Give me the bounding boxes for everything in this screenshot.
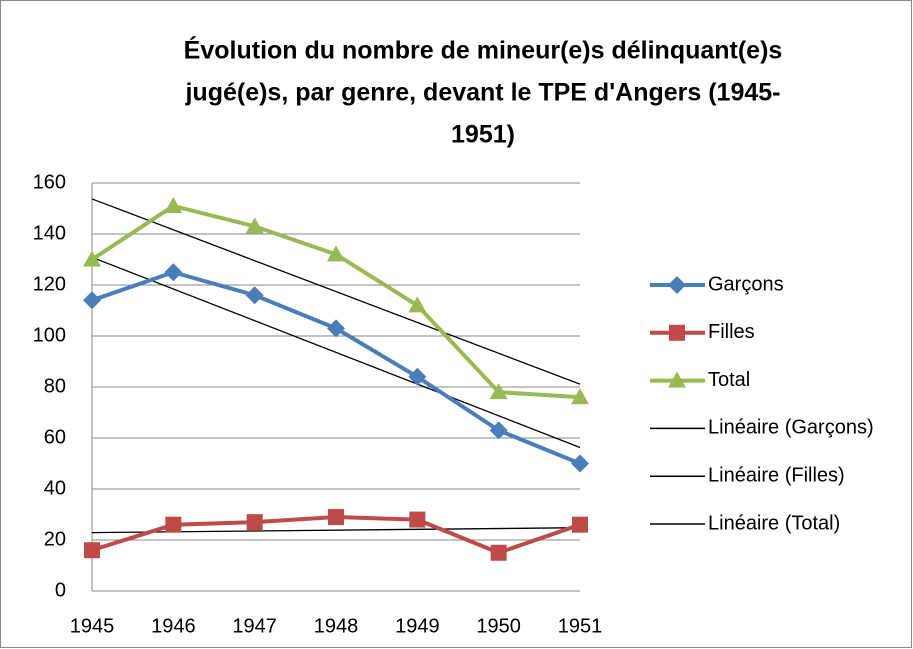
trendline [91,198,581,385]
y-tick-label: 160 [33,171,66,193]
point [489,421,508,440]
point [668,371,686,388]
x-tick-label: 1947 [232,615,277,637]
chart-title: Évolution du nombre de mineur(e)s délinq… [184,36,783,65]
point [245,217,264,234]
x-tick-label: 1950 [476,615,521,637]
point [83,291,101,310]
legend-label: Total [708,369,750,391]
point [164,263,183,282]
x-tick-label: 1945 [70,615,115,637]
point [408,296,427,313]
chart-title: 1951) [451,121,515,149]
legend-label: Linéaire (Garçons) [708,417,874,439]
x-tick-label: 1948 [314,615,359,637]
point [327,245,345,262]
y-tick-label: 120 [33,273,66,295]
y-tick-label: 60 [44,426,66,448]
point [165,516,182,533]
point [327,319,345,338]
legend-label: Filles [708,321,755,343]
y-tick-label: 0 [55,579,66,601]
point [572,516,588,533]
y-tick-label: 20 [44,528,66,550]
point [164,196,183,213]
legend-label: Linéaire (Total) [708,512,840,534]
point [571,454,589,473]
x-tick-label: 1949 [395,615,440,637]
x-tick-label: 1951 [558,615,603,637]
y-tick-label: 80 [44,375,66,397]
trendline [91,256,581,449]
point [83,250,101,267]
point [409,511,426,528]
legend-label: Garçons [708,273,784,295]
y-tick-label: 40 [44,477,66,499]
point [489,383,508,400]
point [328,509,344,526]
point [408,367,427,386]
point [246,514,263,531]
y-tick-label: 140 [33,222,66,244]
point [669,324,685,341]
point [84,542,100,559]
point [571,388,589,405]
point [245,286,264,305]
point [668,276,686,294]
x-tick-label: 1946 [151,615,196,637]
chart-title: jugé(e)s, par genre, devant le TPE d'Ang… [184,79,780,107]
y-tick-label: 100 [33,324,66,346]
point [490,544,507,561]
legend-label: Linéaire (Filles) [708,464,845,486]
